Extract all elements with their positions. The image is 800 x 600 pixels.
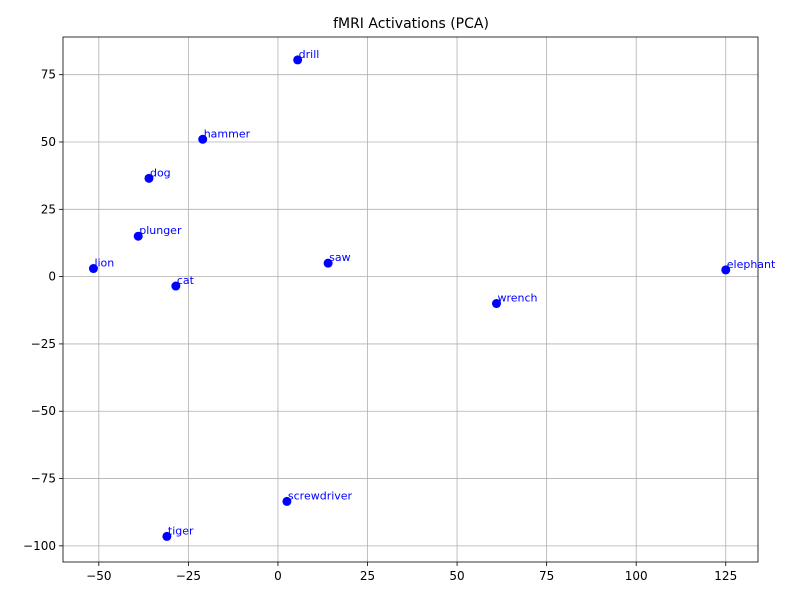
x-tick-label: 100 [625, 569, 648, 583]
point-label: tiger [168, 524, 194, 537]
data-point [171, 281, 181, 291]
point-label: plunger [139, 224, 182, 237]
x-tick-label: 25 [360, 569, 375, 583]
point-label: elephant [727, 258, 776, 271]
plot-frame [62, 36, 759, 563]
data-point [721, 265, 731, 275]
point-label: screwdriver [288, 489, 353, 502]
x-tick-label: 75 [539, 569, 554, 583]
y-tick-label: −25 [31, 337, 56, 351]
point-label: cat [177, 274, 195, 287]
x-tick-label: 125 [714, 569, 737, 583]
y-tick-label: 75 [41, 68, 56, 82]
data-point [282, 496, 292, 506]
point-label: hammer [204, 127, 251, 140]
x-tick-label: 0 [274, 569, 282, 583]
y-tick-label: 0 [48, 270, 56, 284]
data-points: drill hammer dog plunger lion cat saw elephant w… [88, 48, 776, 541]
y-tick-label: 25 [41, 202, 56, 216]
point-label: saw [329, 251, 350, 264]
x-tick-label: 50 [449, 569, 464, 583]
point-label: lion [94, 257, 114, 270]
y-tick-label: −75 [31, 472, 56, 486]
data-point [198, 134, 208, 144]
data-point [162, 531, 172, 541]
data-point [133, 231, 143, 241]
chart-title: fMRI Activations (PCA) [333, 16, 489, 32]
grid-lines [63, 37, 758, 562]
y-tick-label: −100 [23, 539, 56, 553]
data-point [293, 55, 303, 65]
axes: −50 −25 0 25 50 75 100 125 −100 −75 −50 −25 0 25 50 75 [23, 36, 759, 583]
y-tick-label: −50 [31, 404, 56, 418]
x-tick-label: −25 [176, 569, 201, 583]
data-point [144, 173, 154, 183]
data-point [491, 299, 501, 309]
data-point [88, 264, 98, 274]
point-label: drill [299, 48, 320, 61]
y-tick-label: 50 [41, 135, 56, 149]
x-tick-label: −50 [86, 569, 111, 583]
point-label: wrench [497, 292, 537, 305]
data-point [323, 258, 333, 268]
point-label: dog [150, 166, 171, 179]
